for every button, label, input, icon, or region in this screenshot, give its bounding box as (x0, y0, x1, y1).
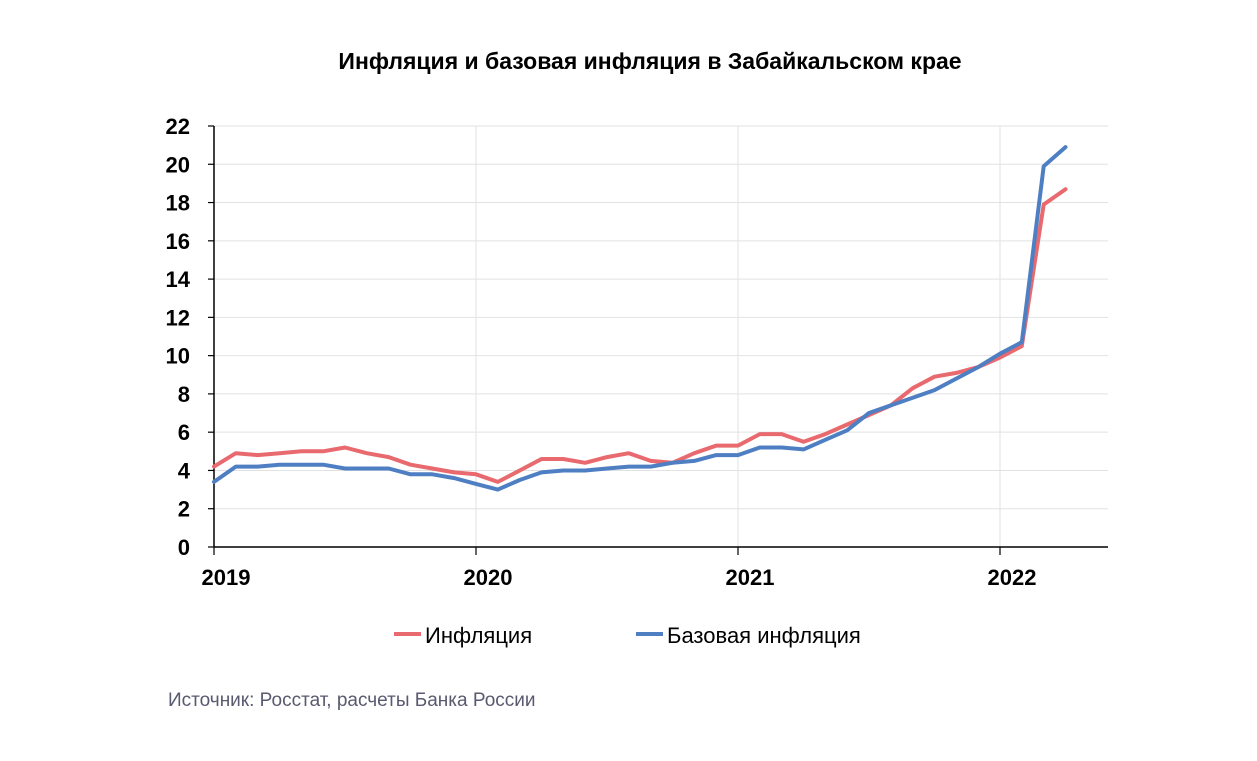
x-tick-label: 2022 (988, 565, 1037, 590)
gridlines (214, 125, 1108, 547)
chart-title: Инфляция и базовая инфляция в Забайкальс… (338, 48, 962, 74)
x-tick-label: 2021 (726, 565, 775, 590)
legend-label: Базовая инфляция (667, 623, 861, 648)
y-tick-label: 8 (178, 382, 190, 407)
y-tick-label: 0 (178, 535, 190, 560)
y-tick-label: 22 (166, 114, 190, 139)
series-line-inflation (212, 187, 1068, 484)
legend-label: Инфляция (425, 623, 532, 648)
y-tick-label: 2 (178, 497, 190, 522)
y-tick-labels: 0 2 4 6 8 10 12 14 16 18 20 22 (166, 114, 191, 560)
axes (208, 125, 1108, 555)
series-lines (212, 145, 1068, 492)
y-tick-label: 10 (166, 344, 190, 369)
series-line-core-inflation (212, 145, 1068, 492)
y-tick-label: 14 (166, 267, 191, 292)
x-tick-label: 2019 (202, 565, 251, 590)
legend: Инфляция Базовая инфляция (394, 623, 861, 648)
x-tick-label: 2020 (464, 565, 513, 590)
y-tick-label: 12 (166, 305, 190, 330)
source-note: Источник: Росстат, расчеты Банка России (168, 690, 536, 711)
y-tick-label: 18 (166, 191, 190, 216)
y-tick-label: 16 (166, 229, 190, 254)
y-tick-label: 20 (166, 152, 190, 177)
x-tick-labels: 2019 2020 2021 2022 (202, 565, 1037, 590)
y-tick-label: 4 (178, 458, 191, 483)
y-tick-label: 6 (178, 420, 190, 445)
